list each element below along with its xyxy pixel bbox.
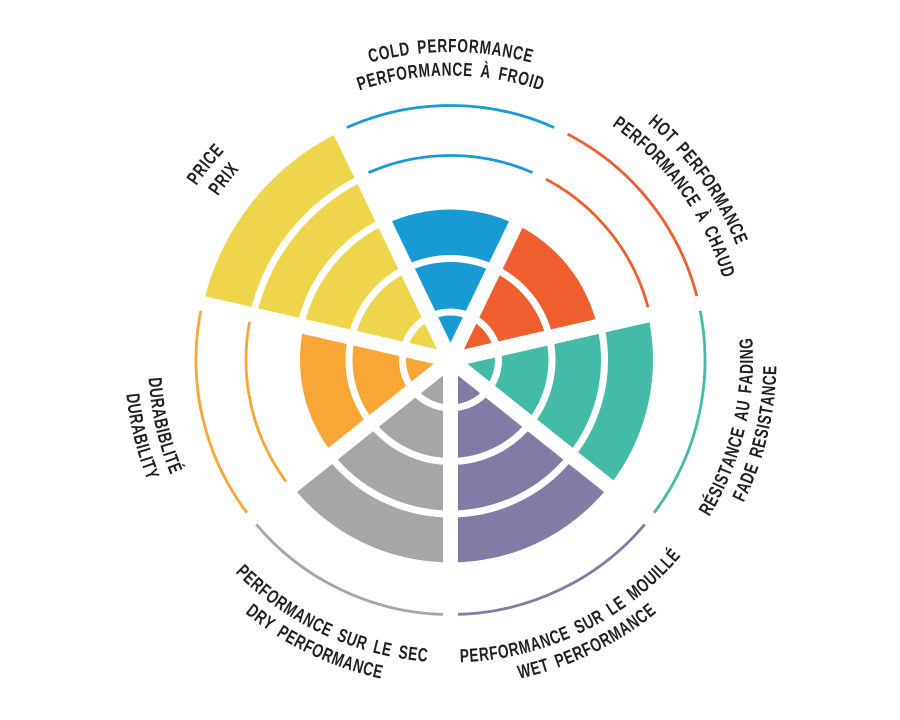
svg-text:I: I: [736, 360, 758, 364]
svg-text:A: A: [127, 422, 150, 436]
svg-text:I: I: [132, 441, 154, 451]
svg-text:C: C: [511, 41, 525, 64]
svg-text:N: N: [441, 58, 451, 80]
svg-text:M: M: [516, 635, 532, 659]
svg-text:A: A: [735, 374, 757, 385]
svg-text:E: E: [463, 59, 473, 81]
svg-text:R: R: [478, 643, 490, 666]
svg-text:A: A: [148, 406, 171, 420]
svg-text:L: L: [388, 39, 400, 62]
svg-text:A: A: [490, 38, 503, 61]
svg-text:F: F: [497, 63, 509, 86]
svg-text:I: I: [752, 422, 774, 430]
svg-text:W: W: [515, 659, 533, 683]
svg-text:R: R: [437, 35, 447, 57]
svg-text:N: N: [736, 349, 758, 359]
svg-text:O: O: [457, 35, 469, 57]
svg-text:O: O: [394, 62, 408, 85]
svg-text:N: N: [501, 39, 515, 62]
svg-text:G: G: [735, 338, 757, 350]
svg-text:R: R: [146, 397, 169, 410]
svg-text:I: I: [152, 426, 174, 435]
svg-text:O: O: [377, 41, 392, 65]
svg-text:T: T: [755, 405, 778, 417]
svg-text:P: P: [416, 36, 427, 59]
svg-text:F: F: [448, 35, 456, 57]
svg-text:C: C: [417, 644, 429, 667]
svg-text:C: C: [758, 375, 780, 386]
svg-text:A: A: [730, 409, 753, 423]
svg-text:R: R: [125, 412, 148, 426]
svg-text:B: B: [149, 416, 172, 430]
svg-text:R: R: [507, 638, 521, 661]
svg-text:I: I: [158, 448, 180, 458]
svg-text:P: P: [459, 645, 469, 667]
svg-text:R: R: [506, 64, 520, 87]
svg-text:D: D: [736, 364, 758, 375]
svg-text:F: F: [488, 642, 499, 665]
svg-text:M: M: [418, 59, 431, 82]
svg-text:C: C: [452, 58, 462, 80]
svg-text:U: U: [732, 399, 755, 412]
svg-text:À: À: [479, 60, 491, 83]
svg-text:S: S: [397, 641, 409, 664]
svg-text:D: D: [398, 38, 411, 61]
svg-text:A: A: [430, 59, 441, 81]
svg-text:D: D: [122, 392, 145, 404]
svg-text:E: E: [427, 35, 437, 57]
svg-text:I: I: [527, 70, 537, 92]
svg-text:R: R: [406, 60, 419, 83]
svg-text:E: E: [469, 644, 480, 666]
svg-text:F: F: [734, 384, 757, 394]
svg-text:S: S: [753, 413, 776, 426]
svg-text:D: D: [144, 377, 166, 389]
svg-text:I: I: [136, 454, 158, 464]
svg-text:N: N: [757, 385, 780, 397]
svg-text:A: A: [756, 395, 779, 408]
svg-text:E: E: [759, 365, 781, 375]
svg-text:U: U: [145, 387, 168, 399]
svg-text:R: R: [468, 35, 480, 57]
svg-text:E: E: [407, 642, 419, 665]
svg-text:O: O: [496, 640, 510, 663]
svg-text:U: U: [123, 402, 146, 415]
svg-text:M: M: [479, 36, 493, 59]
